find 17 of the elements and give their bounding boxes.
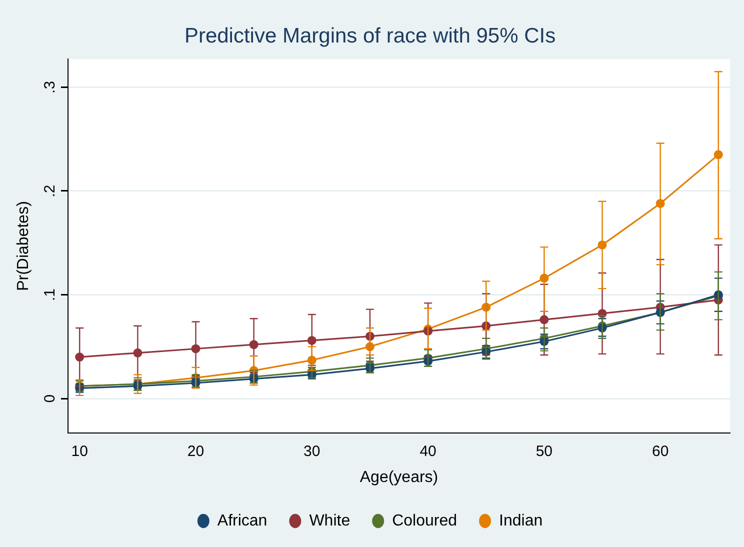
y-tick-label: .1 [42,288,59,302]
x-tick-label: 60 [652,442,669,460]
x-tick-label: 30 [304,442,320,460]
x-axis-title: Age(years) [360,468,438,486]
legend-label: White [309,512,350,530]
legend-label: Indian [499,512,543,530]
legend-label: Coloured [392,512,458,530]
legend-label: African [217,512,268,530]
x-tick-label: 10 [71,442,88,460]
y-tick-label: .3 [42,80,59,94]
x-tick-label: 20 [187,442,204,460]
x-tick-label: 50 [536,442,553,460]
x-tick-label: 40 [420,442,436,460]
y-tick-label: 0 [42,394,59,403]
chart-title: Predictive Margins of race with 95% CIs [184,24,556,48]
y-tick-label: .2 [42,184,59,198]
y-axis-title: Pr(Diabetes) [15,201,32,291]
